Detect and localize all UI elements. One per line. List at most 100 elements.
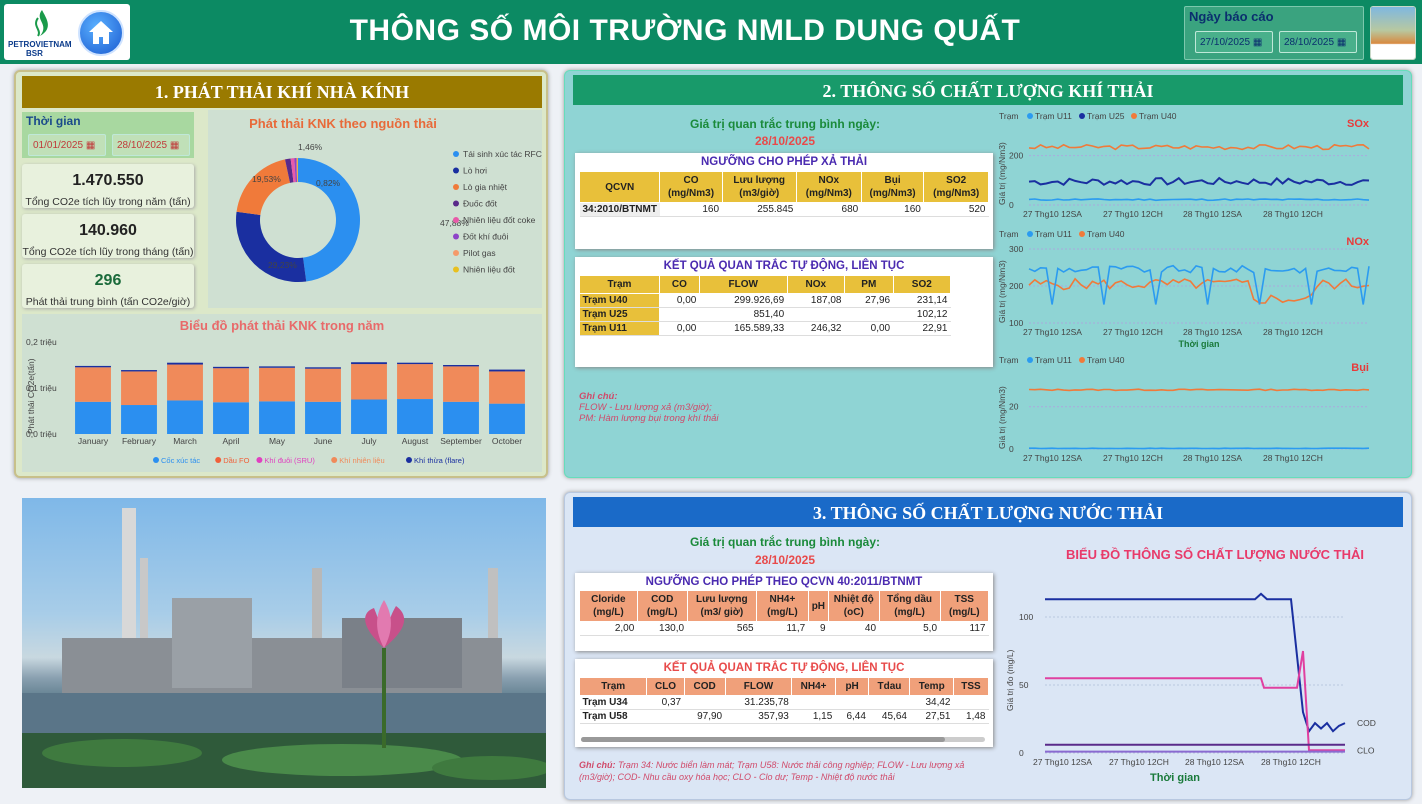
table-header[interactable]: SO2 [892, 275, 952, 294]
bar-legend-item[interactable]: Khí thừa (flare) [414, 456, 465, 465]
bar-segment[interactable] [167, 400, 203, 434]
bar-segment[interactable] [213, 368, 249, 403]
legend-item[interactable]: Trạm U11 [1035, 355, 1072, 365]
donut-slice[interactable] [297, 158, 298, 183]
bar-legend-item[interactable]: Dầu FO [223, 456, 249, 465]
donut-legend-item[interactable]: Đuốc đốt [463, 199, 498, 209]
ghg-date-from[interactable]: 01/01/2025 ▦ [28, 134, 106, 156]
table-header[interactable]: QCVN [578, 171, 661, 203]
bar-segment[interactable] [75, 365, 111, 368]
legend-item[interactable]: Trạm U40 [1139, 111, 1177, 121]
donut-legend-item[interactable]: Lò gia nhiệt [463, 182, 508, 192]
donut-slice[interactable] [236, 159, 291, 215]
table-header[interactable]: COD [683, 677, 726, 696]
bar-segment[interactable] [213, 366, 249, 369]
bar-legend-item[interactable]: Khí nhiên liệu [339, 456, 384, 465]
bar-segment[interactable] [397, 399, 433, 434]
legend-item[interactable]: Trạm U25 [1087, 111, 1125, 121]
bar-segment[interactable] [489, 371, 525, 404]
donut-legend-item[interactable]: Pilot gas [463, 248, 496, 258]
table-header[interactable]: NH4+ [791, 677, 836, 696]
bar-segment[interactable] [75, 401, 111, 434]
donut-slice[interactable] [298, 158, 361, 282]
table-row[interactable]: Trạm U34 0,37 31.235,78 34,42 [579, 695, 989, 710]
donut-legend-item[interactable]: Đốt khí đuôi [463, 232, 508, 242]
bar-segment[interactable] [443, 365, 479, 367]
table-header[interactable]: TSS [952, 677, 990, 696]
table-row[interactable]: 34:2010/BTNMT 160 255.845 680 160 520 [579, 202, 989, 217]
table-header[interactable]: CO [658, 275, 700, 294]
report-date-from[interactable]: 27/10/2025 ▦ [1195, 31, 1273, 53]
table-row[interactable]: Trạm U58 97,90 357,93 1,15 6,44 45,64 27,51 1,4… [579, 709, 989, 724]
bar-segment[interactable] [351, 362, 387, 365]
table-header[interactable]: pH [834, 677, 870, 696]
donut-slice[interactable] [296, 158, 298, 183]
legend-item[interactable]: Trạm U11 [1035, 229, 1072, 239]
donut-slice[interactable] [285, 158, 294, 183]
ghg-date-to[interactable]: 28/10/2025 ▦ [112, 134, 190, 156]
bar-legend-item[interactable]: Cốc xúc tác [161, 456, 200, 465]
bar-segment[interactable] [167, 362, 203, 365]
bar-segment[interactable] [397, 362, 433, 365]
bar-segment[interactable] [305, 367, 341, 369]
table-header[interactable]: NOx (mg/Nm3) [795, 171, 862, 203]
bar-segment[interactable] [167, 364, 203, 401]
table-scrollbar[interactable] [581, 737, 985, 742]
table-header[interactable]: Trạm [578, 677, 648, 696]
table-row[interactable]: Trạm U25 851,40 102,12 [579, 307, 951, 322]
donut-legend-item[interactable]: Tái sinh xúc tác RFCC [463, 149, 542, 159]
table-header[interactable]: PM [844, 275, 894, 294]
table-header[interactable]: Cloride (mg/L) [579, 590, 638, 622]
bar-segment[interactable] [351, 399, 387, 435]
donut-slice[interactable] [236, 211, 307, 282]
table-header[interactable]: CLO [646, 677, 685, 696]
trend-line[interactable] [1028, 277, 1370, 304]
trend-line[interactable] [1028, 264, 1370, 305]
report-date-to[interactable]: 28/10/2025 ▦ [1279, 31, 1357, 53]
bar-segment[interactable] [305, 368, 341, 402]
table-row[interactable]: Trạm U11 0,00 165.589,33 246,32 0,00 22,91 [579, 321, 951, 336]
bar-segment[interactable] [489, 369, 525, 372]
trend-line[interactable] [1045, 650, 1345, 752]
table-header[interactable]: pH [807, 590, 830, 622]
trend-line[interactable] [1045, 592, 1346, 734]
table-header[interactable]: Tdau [868, 677, 911, 696]
table-header[interactable]: Nhiệt độ (oC) [828, 590, 880, 622]
bar-segment[interactable] [259, 401, 295, 434]
bar-segment[interactable] [489, 403, 525, 434]
bar-segment[interactable] [305, 401, 341, 434]
table-header[interactable]: COD (mg/L) [636, 590, 688, 622]
bar-legend-item[interactable]: Khí đuôi (SRU) [264, 456, 315, 465]
trend-line[interactable] [1028, 176, 1370, 186]
table-row[interactable]: Trạm U40 0,00 299.926,69 187,08 27,96 231,14 [579, 293, 951, 308]
table-header[interactable]: Trạm [579, 275, 660, 294]
home-button[interactable] [78, 10, 124, 56]
bar-segment[interactable] [351, 364, 387, 400]
legend-item[interactable]: Trạm U40 [1087, 229, 1125, 239]
table-header[interactable]: SO2 (mg/Nm3) [923, 171, 989, 203]
table-header[interactable]: TSS (mg/L) [939, 590, 990, 622]
trend-line[interactable] [1028, 388, 1370, 392]
table-row[interactable]: 2,00 130,0 565 11,7 9 40 5,0 117 [579, 621, 989, 636]
donut-legend-item[interactable]: Nhiên liệu đốt [463, 265, 516, 275]
bar-segment[interactable] [75, 367, 111, 402]
bar-segment[interactable] [443, 366, 479, 402]
table-header[interactable]: Lưu lượng (m3/ giờ) [686, 590, 758, 622]
table-header[interactable]: FLOW [724, 677, 793, 696]
table-header[interactable]: FLOW [698, 275, 788, 294]
donut-slice[interactable] [294, 158, 298, 183]
bar-segment[interactable] [397, 364, 433, 400]
table-header[interactable]: CO (mg/Nm3) [659, 171, 723, 203]
table-header[interactable]: NH4+ (mg/L) [756, 590, 809, 622]
table-header[interactable]: Bụi (mg/Nm3) [860, 171, 925, 203]
bar-segment[interactable] [259, 367, 295, 402]
donut-legend-item[interactable]: Nhiên liệu đốt coke [463, 215, 536, 225]
legend-item[interactable]: Trạm U11 [1035, 111, 1072, 121]
table-header[interactable]: NOx [786, 275, 846, 294]
bar-segment[interactable] [121, 405, 157, 434]
donut-slice[interactable] [290, 158, 296, 183]
donut-legend-item[interactable]: Lò hơi [463, 166, 487, 176]
bar-segment[interactable] [259, 366, 295, 368]
bar-segment[interactable] [213, 402, 249, 434]
table-header[interactable]: Tổng dầu (mg/L) [878, 590, 941, 622]
